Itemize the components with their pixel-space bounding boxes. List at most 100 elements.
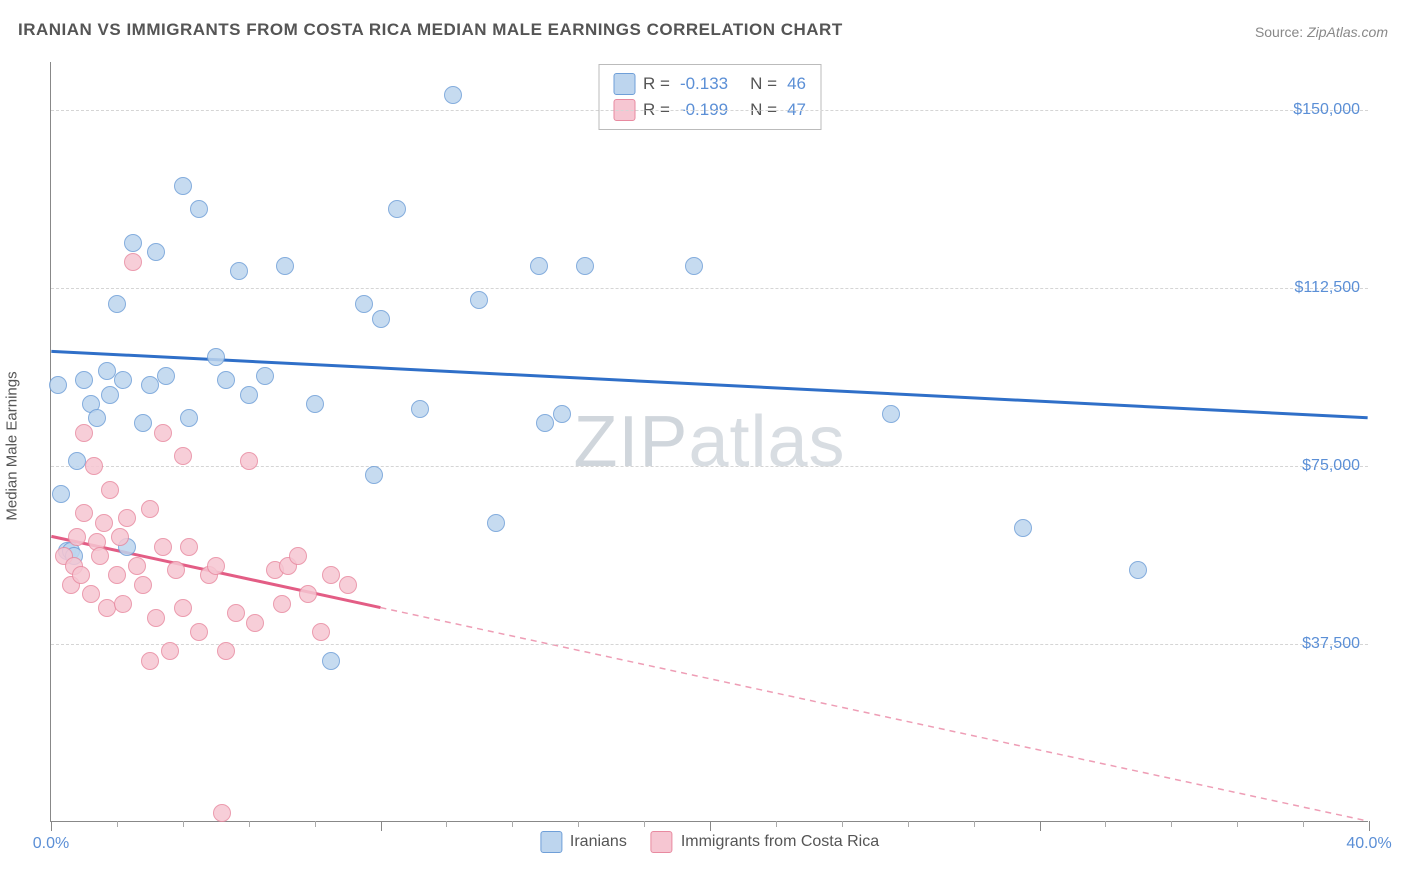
x-tick <box>908 821 909 827</box>
data-point <box>217 371 235 389</box>
watermark: ZIPatlas <box>573 401 845 483</box>
x-tick <box>1171 821 1172 827</box>
data-point <box>240 386 258 404</box>
source-label: Source: <box>1255 24 1307 40</box>
data-point <box>75 504 93 522</box>
data-point <box>49 376 67 394</box>
data-point <box>85 457 103 475</box>
data-point <box>111 528 129 546</box>
data-point <box>141 376 159 394</box>
data-point <box>157 367 175 385</box>
data-point <box>227 604 245 622</box>
x-tick <box>710 821 711 831</box>
data-point <box>246 614 264 632</box>
data-point <box>487 514 505 532</box>
x-tick <box>51 821 52 831</box>
data-point <box>108 566 126 584</box>
data-point <box>444 86 462 104</box>
data-point <box>114 595 132 613</box>
data-point <box>365 466 383 484</box>
data-point <box>190 623 208 641</box>
data-point <box>536 414 554 432</box>
data-point <box>141 652 159 670</box>
data-point <box>388 200 406 218</box>
x-tick <box>776 821 777 827</box>
data-point <box>240 452 258 470</box>
x-tick-label: 40.0% <box>1346 835 1391 853</box>
data-point <box>553 405 571 423</box>
y-axis-label: Median Male Earnings <box>4 371 21 520</box>
legend-item: Iranians <box>540 831 627 853</box>
data-point <box>134 576 152 594</box>
x-tick <box>315 821 316 827</box>
x-tick <box>1237 821 1238 827</box>
data-point <box>98 362 116 380</box>
data-point <box>167 561 185 579</box>
data-point <box>101 386 119 404</box>
x-tick <box>842 821 843 827</box>
stats-row: R =-0.133N =46 <box>613 71 806 97</box>
data-point <box>685 257 703 275</box>
y-tick-label: $112,500 <box>1294 279 1360 297</box>
data-point <box>174 177 192 195</box>
data-point <box>147 243 165 261</box>
data-point <box>88 409 106 427</box>
data-point <box>273 595 291 613</box>
data-point <box>289 547 307 565</box>
data-point <box>470 291 488 309</box>
data-point <box>82 585 100 603</box>
series-swatch <box>613 73 635 95</box>
plot-area: ZIPatlas R =-0.133N =46R =-0.199N =47 Ir… <box>50 62 1368 822</box>
trend-lines-layer <box>51 62 1368 821</box>
data-point <box>101 481 119 499</box>
data-point <box>68 528 86 546</box>
data-point <box>299 585 317 603</box>
x-tick <box>117 821 118 827</box>
data-point <box>306 395 324 413</box>
data-point <box>1014 519 1032 537</box>
x-tick-label: 0.0% <box>33 835 69 853</box>
source-value: ZipAtlas.com <box>1307 24 1388 40</box>
data-point <box>68 452 86 470</box>
data-point <box>128 557 146 575</box>
data-point <box>91 547 109 565</box>
data-point <box>75 424 93 442</box>
data-point <box>180 409 198 427</box>
r-label: R = <box>643 74 670 94</box>
x-tick <box>1303 821 1304 827</box>
data-point <box>322 566 340 584</box>
legend-swatch <box>540 831 562 853</box>
x-tick <box>644 821 645 827</box>
data-point <box>95 514 113 532</box>
chart-title: IRANIAN VS IMMIGRANTS FROM COSTA RICA ME… <box>18 20 843 40</box>
data-point <box>322 652 340 670</box>
grid-line <box>51 110 1368 111</box>
data-point <box>52 485 70 503</box>
x-tick <box>249 821 250 827</box>
data-point <box>213 804 231 822</box>
data-point <box>411 400 429 418</box>
data-point <box>207 557 225 575</box>
data-point <box>217 642 235 660</box>
data-point <box>230 262 248 280</box>
x-tick <box>512 821 513 827</box>
trend-line-dashed <box>380 608 1367 821</box>
data-point <box>207 348 225 366</box>
data-point <box>161 642 179 660</box>
data-point <box>154 538 172 556</box>
x-tick <box>446 821 447 827</box>
data-point <box>372 310 390 328</box>
n-value: 46 <box>787 74 806 94</box>
data-point <box>355 295 373 313</box>
legend-item: Immigrants from Costa Rica <box>651 831 879 853</box>
correlation-stats-box: R =-0.133N =46R =-0.199N =47 <box>598 64 821 130</box>
x-tick <box>1105 821 1106 827</box>
data-point <box>882 405 900 423</box>
data-point <box>1129 561 1147 579</box>
data-point <box>147 609 165 627</box>
data-point <box>75 371 93 389</box>
x-tick <box>1040 821 1041 831</box>
legend-swatch <box>651 831 673 853</box>
data-point <box>312 623 330 641</box>
x-tick <box>974 821 975 827</box>
